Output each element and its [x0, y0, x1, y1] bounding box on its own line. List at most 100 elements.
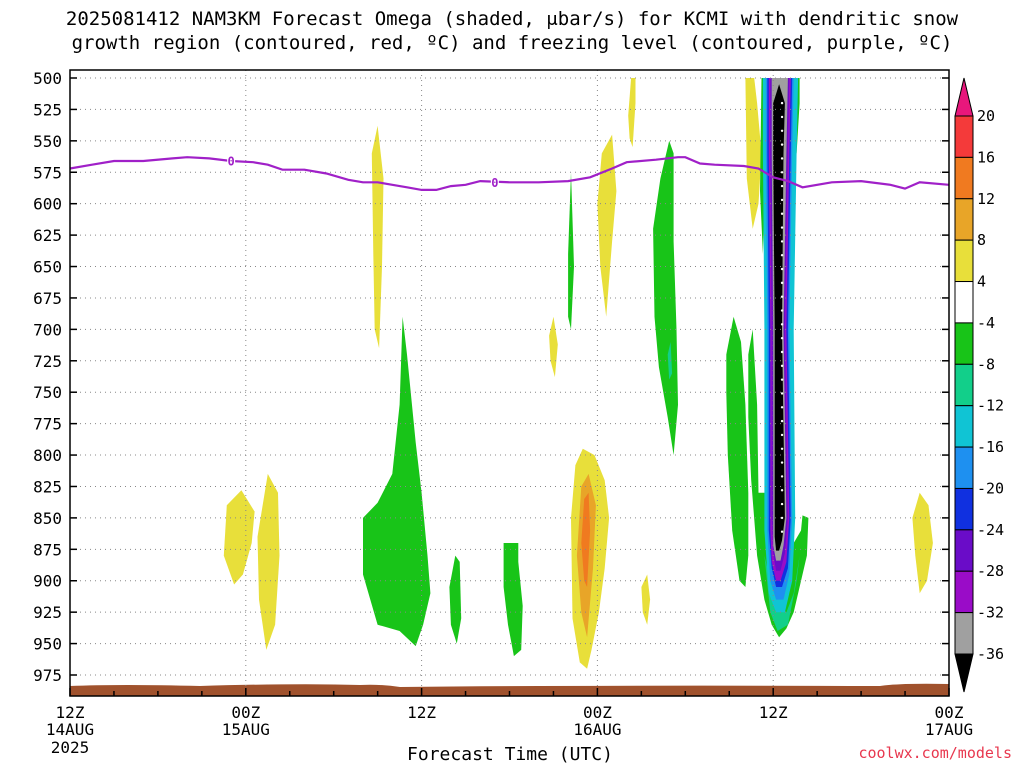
- y-tick-label: 950: [33, 635, 62, 654]
- colorbar-segment: [954, 363, 974, 407]
- y-tick-label: 575: [33, 163, 62, 182]
- omega-region-6: [745, 78, 762, 229]
- freezing-level: 00: [69, 154, 950, 191]
- y-tick-label: 975: [33, 666, 62, 685]
- omega-region-5: [628, 78, 636, 148]
- y-tick-label: 600: [33, 195, 62, 214]
- core-dot: [780, 226, 784, 229]
- y-tick-label: 900: [33, 572, 62, 591]
- core-dot: [780, 212, 784, 215]
- omega-region-4: [597, 134, 617, 317]
- colorbar-segment: [954, 115, 974, 158]
- colorbar-label: 4: [977, 273, 986, 291]
- omega-region-15: [363, 316, 431, 647]
- colorbar-segment: [954, 405, 974, 448]
- omega-region-22: [748, 329, 809, 638]
- core-dot: [780, 461, 784, 464]
- omega-region-20: [667, 341, 673, 380]
- y-tick-label: 550: [33, 132, 62, 151]
- colorbar-label: 20: [977, 107, 995, 125]
- omega-region-16: [449, 555, 462, 644]
- omega-region-1: [257, 473, 280, 650]
- x-tick-label: 00Z: [583, 703, 612, 722]
- core-dot: [780, 475, 784, 478]
- colorbar-segment: [954, 570, 974, 614]
- core-dot: [780, 254, 784, 257]
- core-dot: [780, 267, 784, 271]
- colorbar-segment: [954, 487, 974, 531]
- freezing-level-label: 0: [491, 176, 498, 190]
- core-dot: [780, 378, 784, 381]
- y-tick-label: 525: [33, 100, 62, 119]
- y-tick-label: 750: [33, 383, 62, 402]
- chart-title-line-2: growth region (contoured, red, ºC) and f…: [71, 32, 953, 54]
- x-axis-title: Forecast Time (UTC): [407, 744, 613, 765]
- colorbar-label: -8: [977, 355, 995, 373]
- y-tick-label: 700: [33, 320, 62, 339]
- core-dot: [780, 447, 784, 450]
- x-tick-label: 12Z: [759, 703, 788, 722]
- freezing-level-line: [69, 156, 950, 191]
- colorbar-segment: [954, 322, 974, 365]
- colorbar-segment: [954, 281, 974, 324]
- omega-region-10: [641, 574, 651, 625]
- colorbar-segment: [954, 239, 974, 283]
- colorbar-label: 8: [977, 231, 986, 249]
- y-tick-label: 650: [33, 258, 62, 277]
- colorbar-top-triangle: [954, 77, 974, 117]
- core-dot: [780, 171, 784, 174]
- colorbar-label: 16: [977, 148, 995, 166]
- core-dot: [780, 433, 784, 437]
- x-tick-label: 2025: [51, 738, 90, 757]
- colorbar-label: -16: [977, 438, 1004, 456]
- colorbar-segment: [954, 156, 974, 200]
- core-dot: [780, 419, 784, 423]
- core-dot: [780, 336, 784, 340]
- core-dot: [780, 516, 784, 520]
- y-axis-ticks: 500 525 550 575 600 625 650 675 700 725 750 775 800 8…: [33, 69, 949, 685]
- colorbar-label: -32: [977, 604, 1004, 622]
- x-tick-label: 17AUG: [925, 720, 973, 739]
- core-dot: [780, 240, 784, 243]
- freezing-level-label: 0: [228, 154, 235, 168]
- colorbar-segment: [954, 446, 974, 489]
- colorbar-label: -24: [977, 521, 1004, 539]
- core-dot: [780, 323, 784, 326]
- y-tick-label: 500: [33, 69, 62, 88]
- omega-region-9: [581, 492, 591, 587]
- omega-region-25: [764, 555, 800, 631]
- omega-shading: [223, 78, 933, 669]
- core-dot: [780, 406, 784, 409]
- y-tick-label: 850: [33, 509, 62, 528]
- core-dot: [780, 364, 784, 368]
- colorbar: 20 16 12 8 4 -4 -8 -12 -16 -20 -24 -28 -32 -36: [954, 77, 1004, 693]
- y-tick-label: 825: [33, 477, 62, 496]
- core-dot: [780, 101, 784, 105]
- core-dot: [780, 350, 784, 354]
- core-dot: [780, 489, 784, 492]
- core-dot: [780, 502, 784, 506]
- core-dot: [780, 157, 784, 160]
- core-dot: [780, 295, 784, 298]
- x-tick-label: 00Z: [935, 703, 964, 722]
- core-dot: [780, 115, 784, 119]
- colorbar-label: -36: [977, 645, 1004, 663]
- colorbar-segment: [954, 198, 974, 241]
- omega-region-18: [568, 172, 574, 330]
- colorbar-label: -4: [977, 314, 995, 332]
- omega-region-2: [371, 125, 384, 349]
- chart-title-line-1: 2025081412 NAM3KM Forecast Omega (shaded…: [65, 8, 959, 30]
- y-tick-label: 800: [33, 446, 62, 465]
- core-dot: [780, 309, 784, 312]
- y-tick-label: 925: [33, 603, 62, 622]
- colorbar-label: -20: [977, 479, 1004, 497]
- freezing-label-bg: [227, 154, 236, 167]
- omega-region-17: [503, 543, 523, 657]
- x-tick-label: 00Z: [231, 703, 260, 722]
- colorbar-segment: [954, 529, 974, 572]
- colorbar-label: -12: [977, 397, 1004, 415]
- colorbar-label: -28: [977, 562, 1004, 580]
- omega-region-3: [549, 316, 558, 378]
- y-tick-label: 725: [33, 352, 62, 371]
